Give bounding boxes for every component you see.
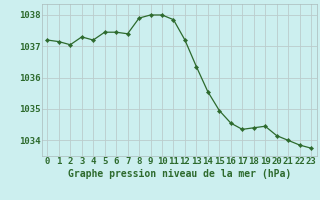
X-axis label: Graphe pression niveau de la mer (hPa): Graphe pression niveau de la mer (hPa) — [68, 169, 291, 179]
